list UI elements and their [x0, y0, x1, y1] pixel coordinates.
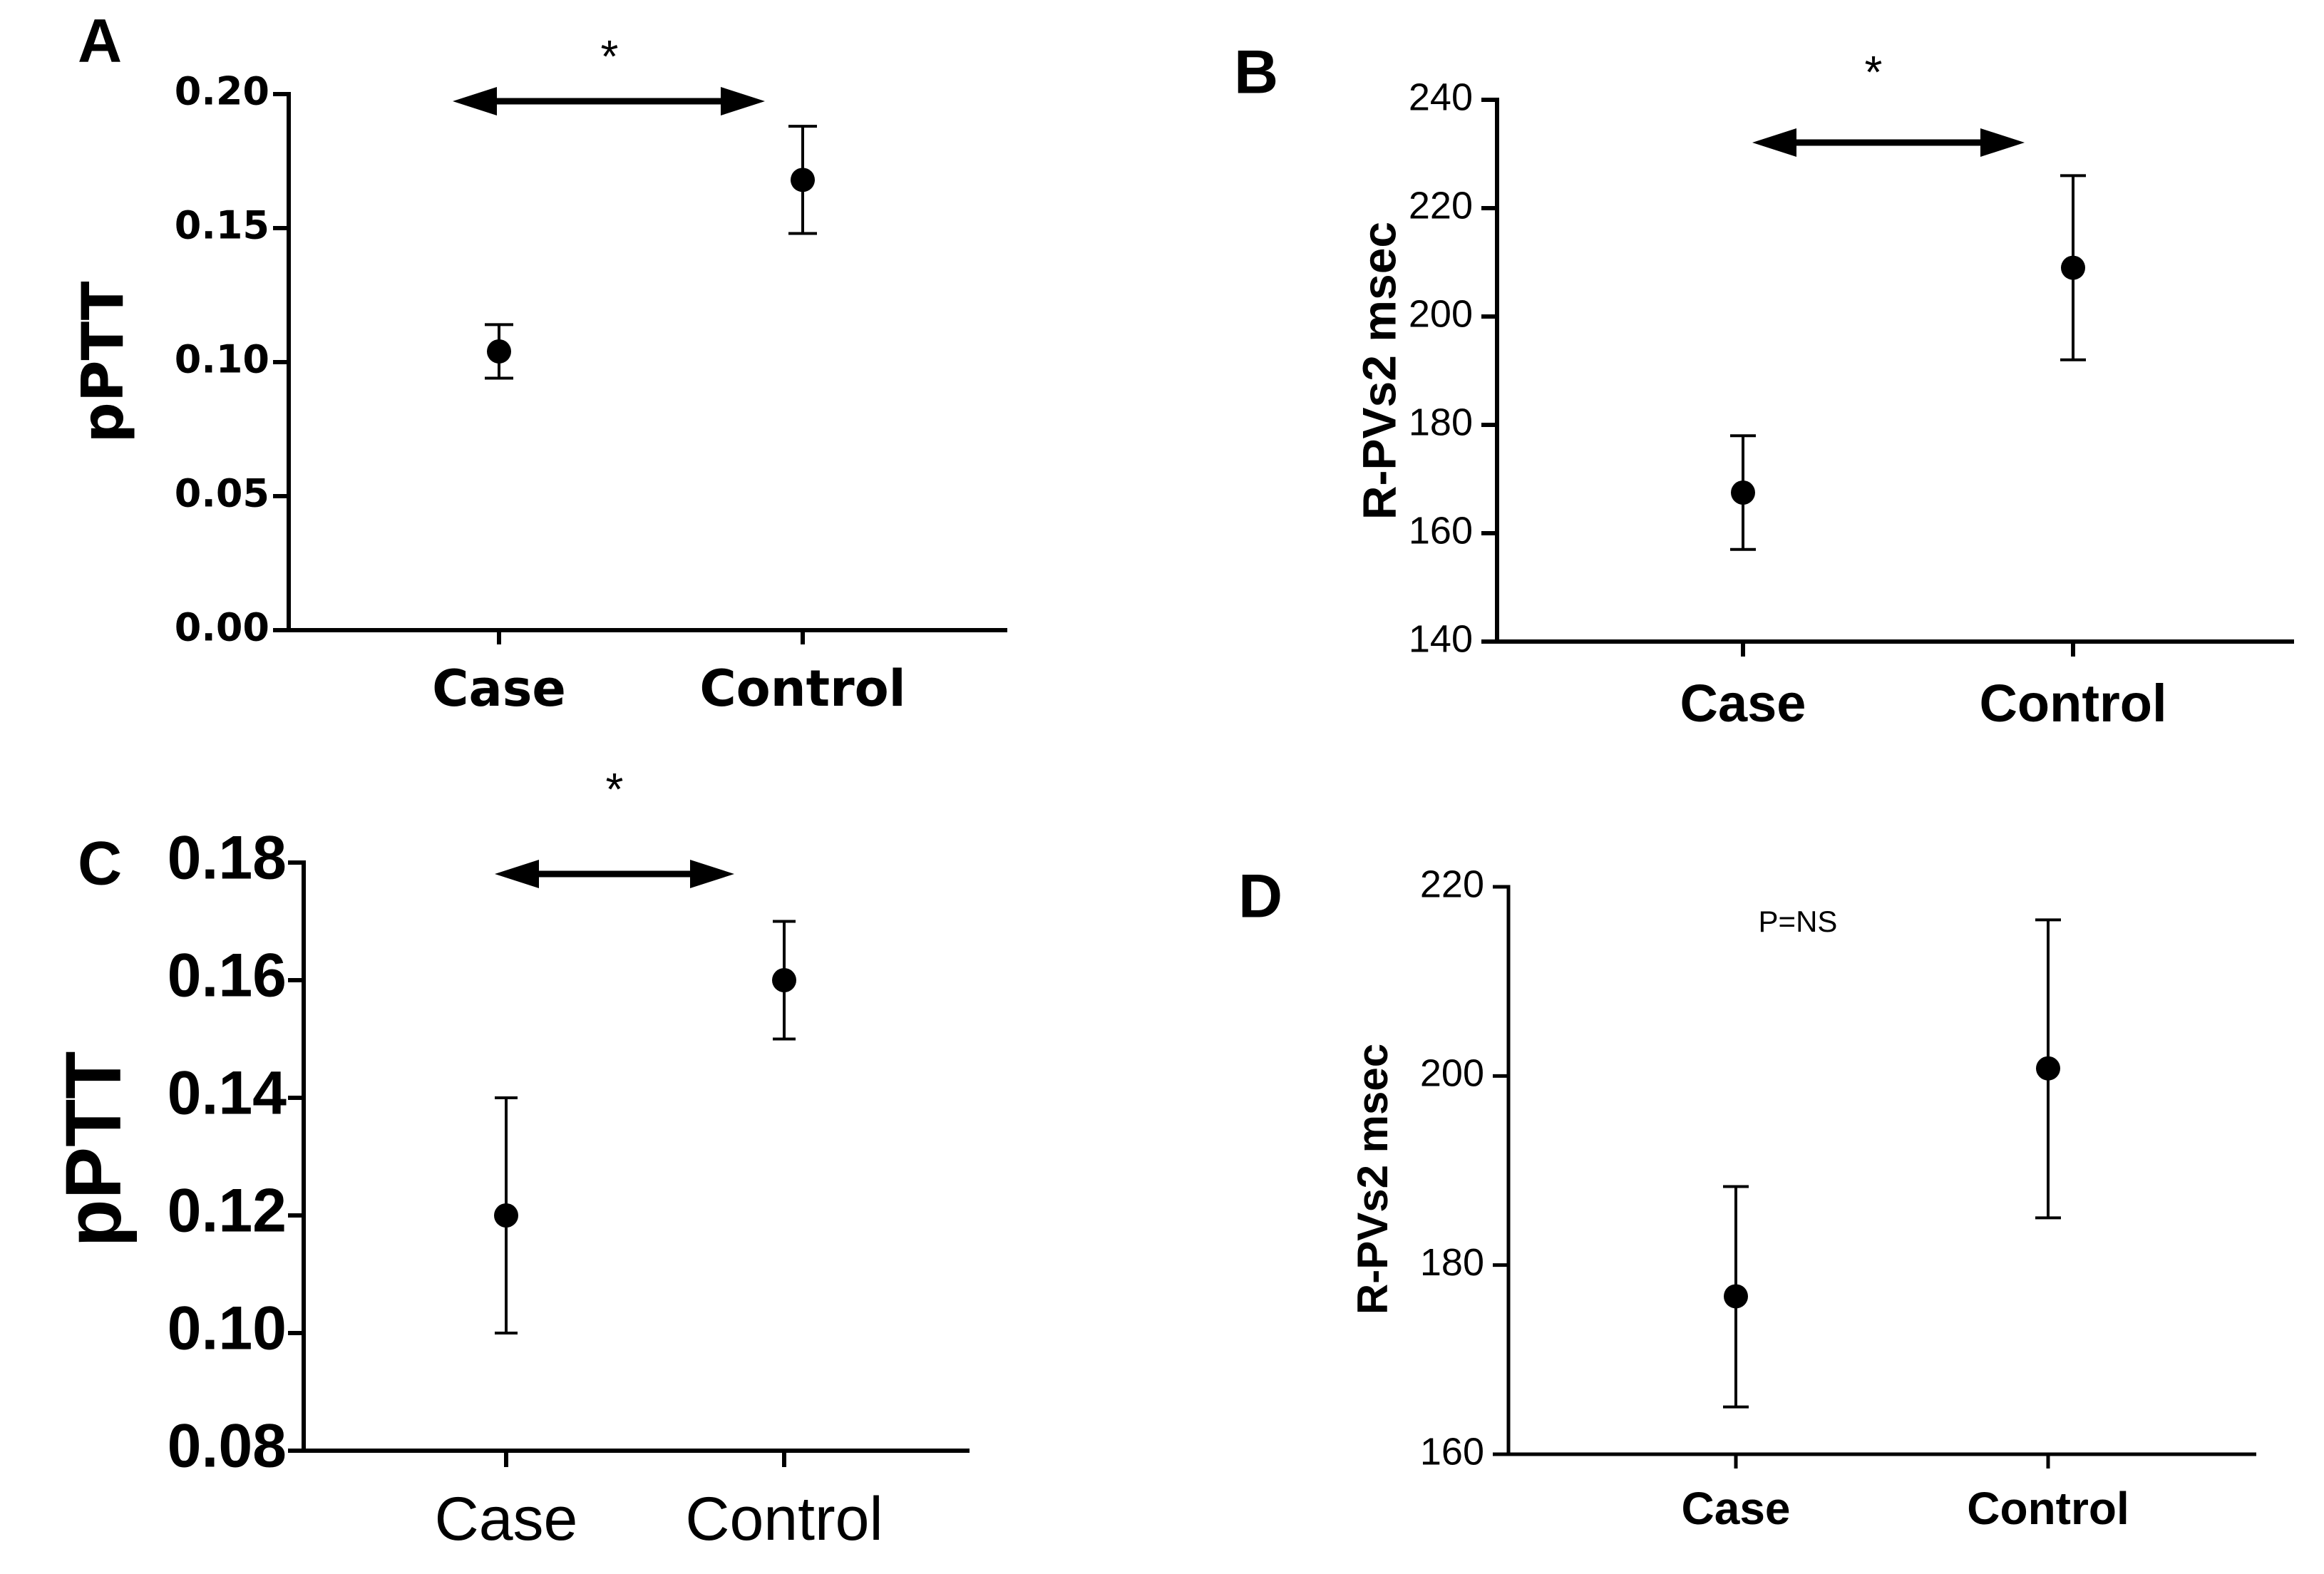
- y-tick-label-d: 180: [1420, 1241, 1484, 1284]
- y-tick-label-a: 0.20: [175, 69, 269, 114]
- y-tick-label-a: 0.10: [175, 337, 269, 382]
- y-tick-label-d: 200: [1420, 1052, 1484, 1095]
- significance-star-b: *: [1865, 46, 1883, 98]
- panel-d: D 160 180 200 220 R-PVs2 msec Case Control P=NS: [1238, 863, 2256, 1534]
- y-axis-label-a: pPTT: [70, 281, 136, 443]
- y-tick-label-c: 0.18: [168, 824, 287, 893]
- arrowhead-right-c: [690, 860, 734, 888]
- y-tick-label-c: 0.10: [168, 1295, 287, 1363]
- y-tick-label-c: 0.16: [168, 942, 287, 1010]
- y-tick-label-a: 0.00: [175, 605, 269, 650]
- y-tick-label-a: 0.15: [175, 203, 269, 248]
- arrowhead-left-a: [453, 87, 497, 115]
- arrowhead-right-a: [721, 87, 765, 115]
- y-tick-label-b: 220: [1409, 184, 1473, 227]
- data-point-a-control: [791, 168, 815, 192]
- data-point-b-control: [2061, 255, 2085, 280]
- y-tick-label-b: 140: [1409, 617, 1473, 660]
- y-axis-label-d: R-PVs2 msec: [1349, 1044, 1397, 1315]
- data-point-d-case: [1724, 1284, 1748, 1309]
- x-tick-label-c-case: Case: [435, 1485, 578, 1553]
- data-point-b-case: [1731, 480, 1755, 505]
- y-tick-label-c: 0.14: [168, 1059, 287, 1128]
- y-tick-label-d: 160: [1420, 1430, 1484, 1473]
- y-tick-label-d: 220: [1420, 863, 1484, 905]
- x-tick-label-c-control: Control: [685, 1485, 883, 1553]
- data-point-a-case: [487, 339, 511, 364]
- data-point-c-case: [494, 1203, 518, 1228]
- y-axis-label-b: R-PVs2 msec: [1352, 222, 1405, 520]
- panel-label-a: A: [78, 7, 122, 76]
- arrowhead-left-b: [1752, 128, 1796, 157]
- y-tick-label-c: 0.12: [168, 1177, 287, 1245]
- arrowhead-left-c: [495, 860, 539, 888]
- y-tick-label-b: 180: [1409, 401, 1473, 443]
- y-tick-label-a: 0.05: [175, 471, 269, 516]
- data-point-d-control: [2036, 1056, 2060, 1081]
- y-tick-label-c: 0.08: [168, 1412, 287, 1481]
- x-tick-label-a-control: Control: [699, 659, 905, 718]
- x-tick-label-d-case: Case: [1682, 1483, 1791, 1534]
- panel-a: A 0.00 0.05 0.10 0.15 0.20 pPTT Case Control *: [70, 7, 1007, 718]
- p-value-label-d: P=NS: [1759, 905, 1838, 938]
- panel-label-b: B: [1234, 38, 1278, 107]
- panel-b: B 140 160 180 200 220 240 R-PVs2 msec Case Contro…: [1234, 38, 2294, 733]
- panel-c: C 0.08 0.10 0.12 0.14 0.16 0.18 pPTT Case Control…: [50, 763, 970, 1553]
- y-tick-label-b: 240: [1409, 76, 1473, 118]
- panel-label-d: D: [1238, 863, 1282, 931]
- y-axis-label-c: pPTT: [50, 1051, 138, 1248]
- x-tick-label-a-case: Case: [432, 659, 566, 718]
- panel-label-c: C: [78, 830, 122, 898]
- significance-star-a: *: [601, 31, 619, 82]
- x-tick-label-b-control: Control: [1979, 674, 2166, 733]
- data-point-c-control: [772, 968, 796, 992]
- significance-star-c: *: [606, 763, 624, 815]
- arrowhead-right-b: [1980, 128, 2025, 157]
- y-tick-label-b: 200: [1409, 292, 1473, 335]
- x-tick-label-b-case: Case: [1680, 674, 1806, 733]
- y-tick-label-b: 160: [1409, 509, 1473, 552]
- x-tick-label-d-control: Control: [1967, 1483, 2129, 1534]
